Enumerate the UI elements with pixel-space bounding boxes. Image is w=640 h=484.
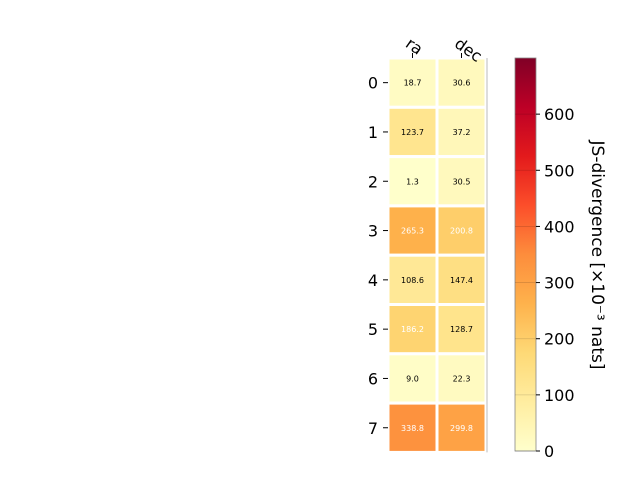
colorbar: 0 100 200 300 400 500 600 bbox=[514, 57, 575, 461]
row-label: 1 bbox=[368, 123, 378, 142]
heatmap-cell-4-dec bbox=[435, 253, 488, 306]
heatmap-cell-1-dec bbox=[435, 105, 488, 159]
row-label: 7 bbox=[368, 419, 378, 438]
row-label: 3 bbox=[368, 222, 378, 241]
colorbar-gradient bbox=[514, 57, 537, 452]
cell-value-label: 265.3 bbox=[401, 227, 424, 236]
cell-value-label: 30.5 bbox=[453, 177, 471, 186]
cell-value-label: 299.8 bbox=[450, 424, 473, 433]
row-label: 6 bbox=[368, 369, 378, 388]
cell-value-label: 30.6 bbox=[453, 79, 471, 88]
colorbar-tick-label: 0 bbox=[544, 442, 554, 461]
colorbar-label: JS-divergence [×10⁻³ nats] bbox=[587, 140, 607, 370]
cell-value-label: 186.2 bbox=[401, 325, 424, 334]
heatmap-cell-7-dec bbox=[435, 401, 488, 454]
heatmap-cell-2-dec bbox=[435, 155, 488, 208]
colorbar-tick-label: 500 bbox=[544, 161, 575, 180]
colorbar-tick-label: 200 bbox=[544, 330, 575, 349]
cell-value-label: 200.8 bbox=[450, 227, 473, 236]
colorbar-tick-label: 100 bbox=[544, 386, 575, 405]
cell-value-label: 147.4 bbox=[450, 276, 473, 285]
row-label: 2 bbox=[368, 172, 378, 191]
row-labels: 0 1 2 3 4 5 6 7 bbox=[368, 74, 388, 438]
cell-value-label: 18.7 bbox=[404, 79, 422, 88]
cell-value-label: 338.8 bbox=[401, 424, 424, 433]
colorbar-tick-label: 600 bbox=[544, 105, 575, 124]
cell-value-label: 9.0 bbox=[406, 374, 419, 383]
colorbar-tick-label: 400 bbox=[544, 217, 575, 236]
row-label: 0 bbox=[368, 74, 378, 93]
cell-value-label: 128.7 bbox=[450, 325, 473, 334]
row-label: 4 bbox=[368, 271, 378, 290]
cell-value-label: 108.6 bbox=[401, 276, 424, 285]
colorbar-tick-label: 300 bbox=[544, 274, 575, 293]
heatmap-cells: 18.7 30.6 123.7 37.2 1.3 30.5 265.3 200.8 108.6 1… bbox=[386, 56, 488, 454]
heatmap-cell-3-dec bbox=[435, 204, 488, 257]
cell-value-label: 123.7 bbox=[401, 128, 424, 137]
cell-value-label: 37.2 bbox=[453, 128, 471, 137]
cell-value-label: 22.3 bbox=[453, 374, 471, 383]
row-label: 5 bbox=[368, 320, 378, 339]
cell-value-label: 1.3 bbox=[406, 177, 419, 186]
column-label: ra bbox=[402, 34, 426, 59]
